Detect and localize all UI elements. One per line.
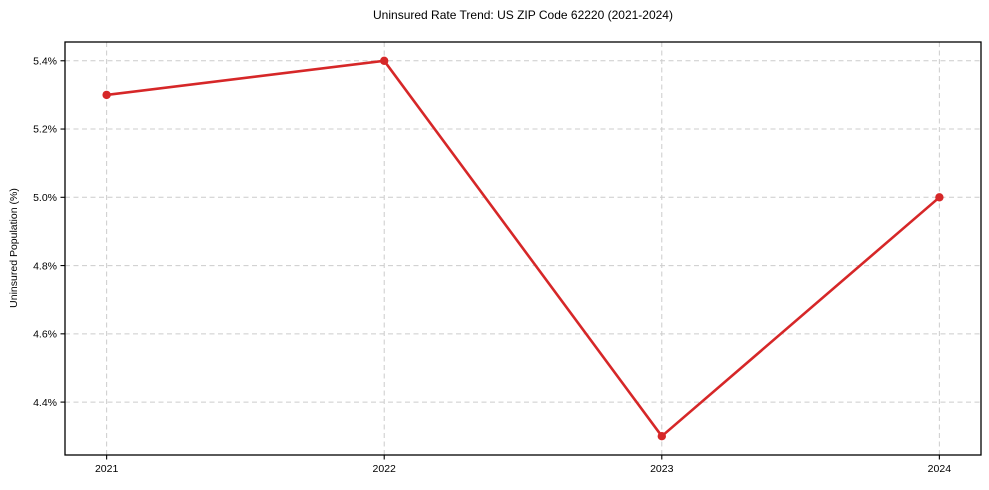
plot-border (64, 41, 982, 456)
chart-title: Uninsured Rate Trend: US ZIP Code 62220 … (373, 8, 673, 22)
data-point-marker (657, 432, 666, 441)
data-point-marker (380, 56, 389, 65)
x-tick-label: 2022 (373, 463, 397, 475)
y-tick-label: 4.8% (33, 260, 57, 272)
trend-line (105, 59, 941, 438)
y-tick-label: 4.4% (33, 397, 57, 409)
x-tick-label: 2021 (95, 463, 119, 475)
y-tick-label: 5.0% (33, 192, 57, 204)
x-tick-label: 2024 (928, 463, 952, 475)
x-tick-label: 2023 (650, 463, 674, 475)
data-point-marker (935, 193, 944, 202)
y-tick-label: 5.2% (33, 124, 57, 136)
y-tick-label: 5.4% (33, 55, 57, 67)
data-point-marker (102, 90, 111, 100)
y-tick-label: 4.6% (33, 329, 57, 341)
